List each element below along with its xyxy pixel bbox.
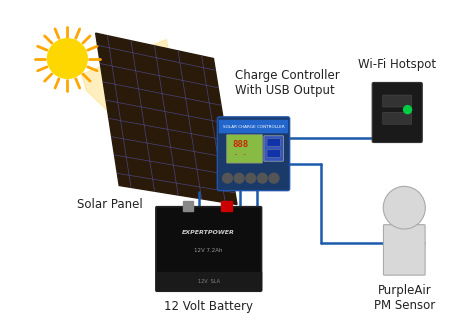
- FancyBboxPatch shape: [219, 120, 288, 133]
- Text: 888: 888: [232, 140, 248, 149]
- Text: 12V  SLA: 12V SLA: [198, 279, 220, 284]
- FancyBboxPatch shape: [227, 134, 263, 163]
- Polygon shape: [82, 39, 199, 198]
- FancyBboxPatch shape: [267, 150, 280, 157]
- Circle shape: [47, 39, 87, 78]
- Circle shape: [257, 173, 267, 183]
- FancyBboxPatch shape: [264, 136, 283, 161]
- Text: Charge Controller
With USB Output: Charge Controller With USB Output: [235, 69, 339, 97]
- Text: PurpleAir
PM Sensor: PurpleAir PM Sensor: [374, 284, 435, 312]
- FancyBboxPatch shape: [218, 117, 290, 191]
- Circle shape: [223, 173, 232, 183]
- Text: - -: - -: [234, 151, 247, 157]
- Bar: [221, 201, 231, 211]
- FancyBboxPatch shape: [156, 207, 262, 291]
- Text: SOLAR CHARGE CONTROLLER: SOLAR CHARGE CONTROLLER: [223, 125, 284, 128]
- FancyBboxPatch shape: [383, 225, 425, 275]
- Text: EXPERTPOWER: EXPERTPOWER: [182, 230, 235, 235]
- Circle shape: [234, 173, 244, 183]
- Bar: [157, 272, 261, 290]
- FancyBboxPatch shape: [372, 82, 422, 143]
- Text: 12V 7.2Ah: 12V 7.2Ah: [194, 248, 223, 253]
- Ellipse shape: [383, 187, 425, 229]
- FancyBboxPatch shape: [383, 95, 411, 107]
- Circle shape: [246, 173, 255, 183]
- Bar: [183, 201, 193, 211]
- Circle shape: [403, 106, 411, 114]
- Text: Solar Panel: Solar Panel: [77, 198, 143, 211]
- Text: Wi-Fi Hotspot: Wi-Fi Hotspot: [358, 58, 436, 71]
- Polygon shape: [96, 33, 237, 204]
- FancyBboxPatch shape: [267, 139, 280, 146]
- FancyBboxPatch shape: [383, 112, 411, 124]
- Circle shape: [269, 173, 279, 183]
- Text: 12 Volt Battery: 12 Volt Battery: [164, 300, 253, 313]
